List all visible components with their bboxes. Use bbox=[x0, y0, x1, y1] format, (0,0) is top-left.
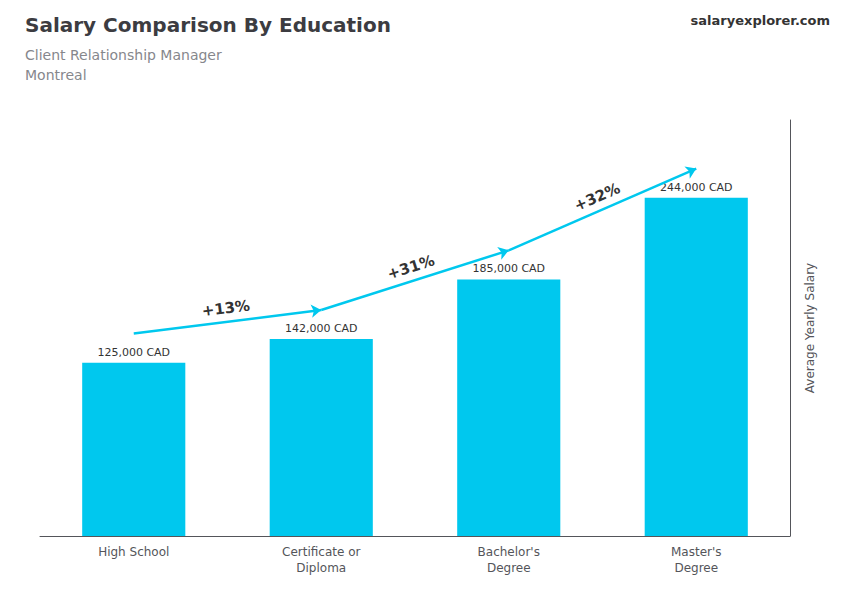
svg-text:185,000 CAD: 185,000 CAD bbox=[472, 262, 545, 275]
svg-text:High School: High School bbox=[98, 545, 169, 559]
svg-text:Diploma: Diploma bbox=[296, 561, 346, 575]
svg-text:Salary Comparison By Education: Salary Comparison By Education bbox=[25, 13, 391, 37]
svg-text:244,000 CAD: 244,000 CAD bbox=[660, 181, 733, 194]
svg-text:Montreal: Montreal bbox=[25, 67, 87, 83]
svg-text:Client Relationship Manager: Client Relationship Manager bbox=[25, 47, 222, 63]
svg-text:salaryexplorer.com: salaryexplorer.com bbox=[691, 13, 830, 28]
svg-text:+13%: +13% bbox=[201, 296, 251, 320]
svg-text:Average Yearly Salary: Average Yearly Salary bbox=[803, 263, 817, 393]
svg-text:142,000 CAD: 142,000 CAD bbox=[285, 322, 358, 335]
svg-text:Degree: Degree bbox=[487, 561, 531, 575]
svg-text:Bachelor's: Bachelor's bbox=[478, 545, 540, 559]
svg-text:Certificate or: Certificate or bbox=[282, 545, 360, 559]
svg-text:Master's: Master's bbox=[671, 545, 722, 559]
svg-text:Degree: Degree bbox=[674, 561, 718, 575]
svg-text:+32%: +32% bbox=[571, 179, 623, 215]
svg-text:125,000 CAD: 125,000 CAD bbox=[97, 346, 170, 359]
svg-text:+31%: +31% bbox=[385, 251, 437, 283]
